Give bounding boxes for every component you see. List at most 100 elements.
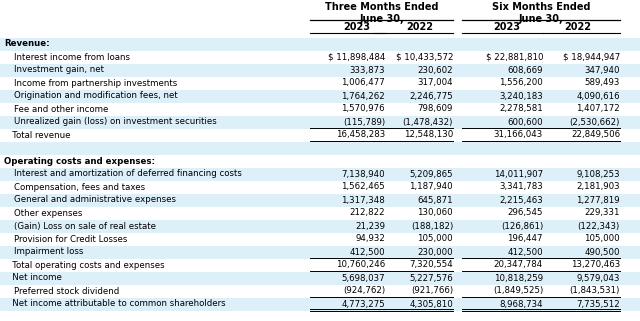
Bar	[0, 220, 640, 233]
Bar	[0, 194, 640, 207]
Text: 2,246,775: 2,246,775	[409, 91, 453, 100]
Bar	[0, 168, 640, 181]
Text: 31,166,043: 31,166,043	[493, 131, 543, 140]
Text: Investment gain, net: Investment gain, net	[14, 65, 104, 74]
Text: 589,493: 589,493	[584, 79, 620, 88]
Bar	[0, 155, 640, 168]
Text: General and administrative expenses: General and administrative expenses	[14, 195, 176, 204]
Text: 22,849,506: 22,849,506	[571, 131, 620, 140]
Text: 600,600: 600,600	[508, 117, 543, 126]
Bar	[0, 259, 640, 272]
Text: 13,270,463: 13,270,463	[571, 261, 620, 270]
Text: Provision for Credit Losses: Provision for Credit Losses	[14, 235, 127, 244]
Text: 412,500: 412,500	[349, 247, 385, 256]
Text: (1,843,531): (1,843,531)	[570, 287, 620, 296]
Bar	[0, 103, 640, 116]
Text: Unrealized gain (loss) on investment securities: Unrealized gain (loss) on investment sec…	[14, 117, 217, 126]
Text: 7,735,512: 7,735,512	[576, 299, 620, 308]
Text: 2,181,903: 2,181,903	[577, 183, 620, 192]
Text: 130,060: 130,060	[417, 209, 453, 218]
Bar	[0, 116, 640, 129]
Text: 8,968,734: 8,968,734	[499, 299, 543, 308]
Text: (Gain) Loss on sale of real estate: (Gain) Loss on sale of real estate	[14, 221, 156, 230]
Text: 9,108,253: 9,108,253	[577, 169, 620, 178]
Text: Net income: Net income	[4, 273, 62, 282]
Text: 16,458,283: 16,458,283	[336, 131, 385, 140]
Text: 2,278,581: 2,278,581	[499, 105, 543, 114]
Text: 1,764,262: 1,764,262	[341, 91, 385, 100]
Text: 5,227,576: 5,227,576	[409, 273, 453, 282]
Text: (115,789): (115,789)	[343, 117, 385, 126]
Bar	[0, 64, 640, 77]
Text: 230,000: 230,000	[417, 247, 453, 256]
Bar	[0, 90, 640, 103]
Text: 4,090,616: 4,090,616	[577, 91, 620, 100]
Text: 20,347,784: 20,347,784	[493, 261, 543, 270]
Text: Fee and other income: Fee and other income	[14, 105, 108, 114]
Text: 1,277,819: 1,277,819	[577, 195, 620, 204]
Text: 347,940: 347,940	[584, 65, 620, 74]
Bar	[0, 51, 640, 64]
Text: 2023: 2023	[493, 22, 520, 32]
Text: Net income attributable to common shareholders: Net income attributable to common shareh…	[4, 299, 226, 308]
Text: 7,138,940: 7,138,940	[341, 169, 385, 178]
Text: Revenue:: Revenue:	[4, 39, 50, 48]
Text: 2023: 2023	[344, 22, 371, 32]
Text: 333,873: 333,873	[349, 65, 385, 74]
Text: (2,530,662): (2,530,662)	[570, 117, 620, 126]
Bar	[0, 285, 640, 298]
Text: 1,187,940: 1,187,940	[410, 183, 453, 192]
Text: Interest and amortization of deferred financing costs: Interest and amortization of deferred fi…	[14, 169, 242, 178]
Text: 9,579,043: 9,579,043	[577, 273, 620, 282]
Bar	[0, 233, 640, 246]
Text: 105,000: 105,000	[584, 235, 620, 244]
Bar	[0, 272, 640, 285]
Text: (921,766): (921,766)	[411, 287, 453, 296]
Text: 1,570,976: 1,570,976	[341, 105, 385, 114]
Text: (924,762): (924,762)	[343, 287, 385, 296]
Text: (1,849,525): (1,849,525)	[493, 287, 543, 296]
Text: 230,602: 230,602	[417, 65, 453, 74]
Text: 608,669: 608,669	[508, 65, 543, 74]
Text: 2,215,463: 2,215,463	[499, 195, 543, 204]
Text: Total operating costs and expenses: Total operating costs and expenses	[4, 261, 164, 270]
Bar	[0, 38, 640, 51]
Text: 21,239: 21,239	[355, 221, 385, 230]
Text: Compensation, fees and taxes: Compensation, fees and taxes	[14, 183, 145, 192]
Text: $ 11,898,484: $ 11,898,484	[328, 53, 385, 62]
Text: 229,331: 229,331	[584, 209, 620, 218]
Bar	[0, 142, 640, 155]
Text: 12,548,130: 12,548,130	[404, 131, 453, 140]
Text: Impairment loss: Impairment loss	[14, 247, 83, 256]
Text: 7,320,554: 7,320,554	[409, 261, 453, 270]
Text: Operating costs and expenses:: Operating costs and expenses:	[4, 157, 155, 166]
Text: 105,000: 105,000	[417, 235, 453, 244]
Text: Preferred stock dividend: Preferred stock dividend	[14, 287, 119, 296]
Text: 2022: 2022	[564, 22, 591, 32]
Text: 94,932: 94,932	[355, 235, 385, 244]
Text: $ 10,433,572: $ 10,433,572	[396, 53, 453, 62]
Text: Total revenue: Total revenue	[4, 131, 70, 140]
Bar	[0, 207, 640, 220]
Text: 2022: 2022	[406, 22, 433, 32]
Text: 14,011,907: 14,011,907	[494, 169, 543, 178]
Text: Origination and modification fees, net: Origination and modification fees, net	[14, 91, 178, 100]
Text: 5,698,037: 5,698,037	[341, 273, 385, 282]
Bar	[0, 129, 640, 142]
Text: 645,871: 645,871	[417, 195, 453, 204]
Text: 10,760,246: 10,760,246	[336, 261, 385, 270]
Bar	[0, 246, 640, 259]
Bar	[0, 298, 640, 311]
Text: 4,773,275: 4,773,275	[341, 299, 385, 308]
Text: 1,562,465: 1,562,465	[341, 183, 385, 192]
Text: 412,500: 412,500	[508, 247, 543, 256]
Text: Three Months Ended
June 30,: Three Months Ended June 30,	[324, 2, 438, 24]
Text: $ 18,944,947: $ 18,944,947	[563, 53, 620, 62]
Text: 212,822: 212,822	[349, 209, 385, 218]
Text: 3,240,183: 3,240,183	[499, 91, 543, 100]
Text: 296,545: 296,545	[508, 209, 543, 218]
Text: Income from partnership investments: Income from partnership investments	[14, 79, 177, 88]
Text: 5,209,865: 5,209,865	[410, 169, 453, 178]
Text: (188,182): (188,182)	[411, 221, 453, 230]
Bar	[0, 0, 640, 38]
